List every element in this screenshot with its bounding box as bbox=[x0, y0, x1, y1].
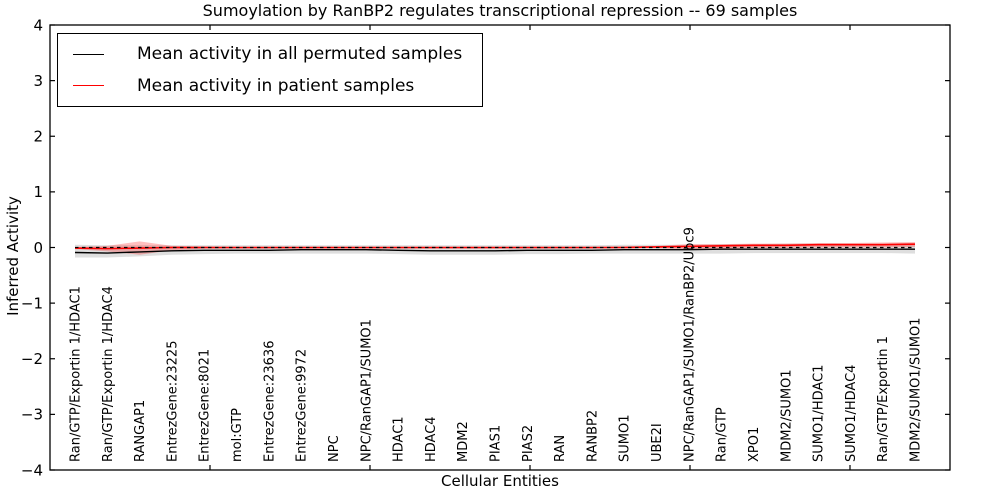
x-category-label: EntrezGene:23636 bbox=[262, 341, 277, 462]
x-category-label: NPC/RanGAP1/SUMO1 bbox=[359, 319, 374, 462]
x-category-label: MDM2 bbox=[456, 421, 471, 462]
x-category-label: mol:GTP bbox=[230, 408, 245, 462]
series-line-0 bbox=[74, 248, 915, 254]
x-category-label: NPC/RanGAP1/SUMO1/RanBP2/Ubc9 bbox=[682, 227, 697, 462]
x-category-label: MDM2/SUMO1/SUMO1 bbox=[909, 318, 924, 462]
black-line-sample bbox=[73, 53, 104, 55]
red-line-sample bbox=[73, 85, 104, 87]
x-category-label: HDAC4 bbox=[424, 416, 439, 462]
x-category-label: EntrezGene:8021 bbox=[198, 349, 213, 462]
legend: Mean activity in all permuted samples Me… bbox=[57, 33, 484, 108]
x-axis-label: Cellular Entities bbox=[441, 472, 559, 490]
x-category-label: RANGAP1 bbox=[133, 400, 148, 462]
x-category-label: NPC bbox=[327, 435, 342, 462]
y-axis-label: Inferred Activity bbox=[4, 196, 22, 316]
x-category-label: Ran/GTP/Exportin 1/HDAC4 bbox=[101, 286, 116, 462]
y-tick-label: −2 bbox=[21, 350, 43, 368]
y-tick-label: 4 bbox=[33, 16, 43, 34]
legend-label-patient: Mean activity in patient samples bbox=[137, 75, 415, 96]
x-category-label: EntrezGene:23225 bbox=[165, 341, 180, 462]
y-tick-label: 3 bbox=[33, 72, 43, 90]
x-category-label: Ran/GTP bbox=[715, 407, 730, 462]
legend-label-permuted: Mean activity in all permuted samples bbox=[137, 44, 463, 64]
x-category-label: EntrezGene:9972 bbox=[295, 349, 310, 462]
y-tick-label: 1 bbox=[33, 183, 43, 201]
x-category-label: Ran/GTP/Exportin 1/HDAC1 bbox=[69, 286, 84, 462]
x-category-label: SUMO1/HDAC1 bbox=[812, 365, 827, 462]
x-category-label: HDAC1 bbox=[392, 416, 407, 462]
y-tick-label: 2 bbox=[33, 128, 43, 146]
x-category-label: SUMO1/HDAC4 bbox=[844, 365, 859, 462]
x-category-label: PIAS2 bbox=[521, 425, 536, 462]
x-category-label: Ran/GTP/Exportin 1 bbox=[876, 336, 891, 462]
x-category-label: XPO1 bbox=[747, 427, 762, 462]
y-tick-label: −1 bbox=[21, 294, 43, 312]
y-tick-label: 0 bbox=[33, 239, 43, 257]
legend-item-permuted: Mean activity in all permuted samples bbox=[73, 42, 468, 67]
x-category-label: RANBP2 bbox=[585, 410, 600, 462]
x-category-label: PIAS1 bbox=[489, 425, 504, 462]
legend-item-patient: Mean activity in patient samples bbox=[73, 74, 468, 99]
x-category-label: MDM2/SUMO1 bbox=[779, 369, 794, 462]
y-tick-label: −4 bbox=[21, 461, 43, 479]
x-category-label: SUMO1 bbox=[618, 415, 633, 463]
chart-title: Sumoylation by RanBP2 regulates transcri… bbox=[202, 1, 798, 20]
y-tick-label: −3 bbox=[21, 406, 43, 424]
x-category-label: UBE2I bbox=[650, 423, 665, 462]
x-category-label: RAN bbox=[553, 435, 568, 462]
